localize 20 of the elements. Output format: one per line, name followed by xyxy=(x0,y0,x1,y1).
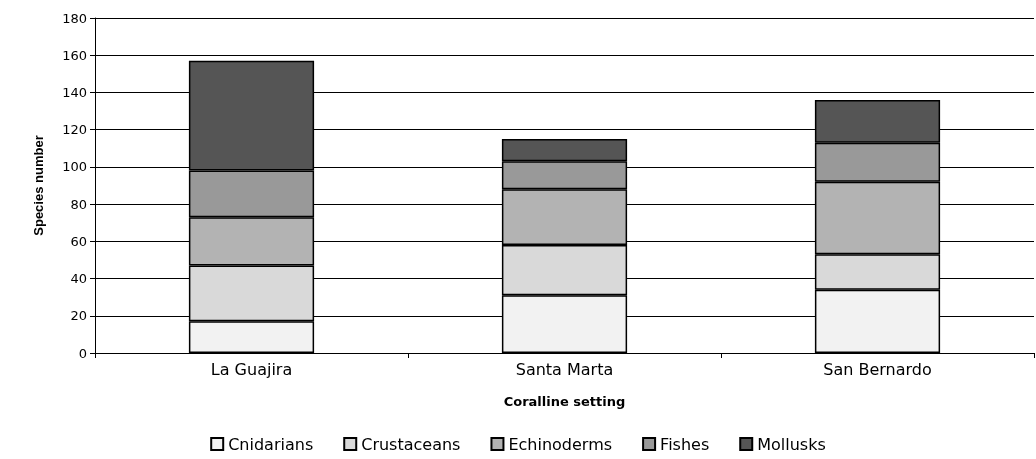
y-tick-label: 60 xyxy=(70,233,87,249)
x-tick-label: Santa Marta xyxy=(515,359,614,379)
x-axis-title: Coralline setting xyxy=(503,394,626,409)
y-tick-label: 100 xyxy=(62,159,87,175)
y-tick-label: 20 xyxy=(70,308,87,324)
y-tick-label: 140 xyxy=(62,84,87,100)
x-tick-label: La Guajira xyxy=(210,359,293,379)
y-tick-label: 160 xyxy=(62,47,87,63)
x-tick-label: San Bernardo xyxy=(823,359,932,379)
y-axis-title: Species number xyxy=(31,135,46,236)
legend-label: Echinoderms xyxy=(508,434,613,454)
y-tick-label: 0 xyxy=(78,345,87,361)
legend-label: Cnidarians xyxy=(228,434,314,454)
y-tick-label: 180 xyxy=(62,10,87,26)
y-tick-label: 80 xyxy=(70,196,87,212)
y-tick-label: 120 xyxy=(62,122,87,138)
legend-label: Crustaceans xyxy=(361,434,461,454)
legend-label: Fishes xyxy=(660,434,710,454)
legend-label: Mollusks xyxy=(757,434,826,454)
y-tick-label: 40 xyxy=(70,271,87,287)
